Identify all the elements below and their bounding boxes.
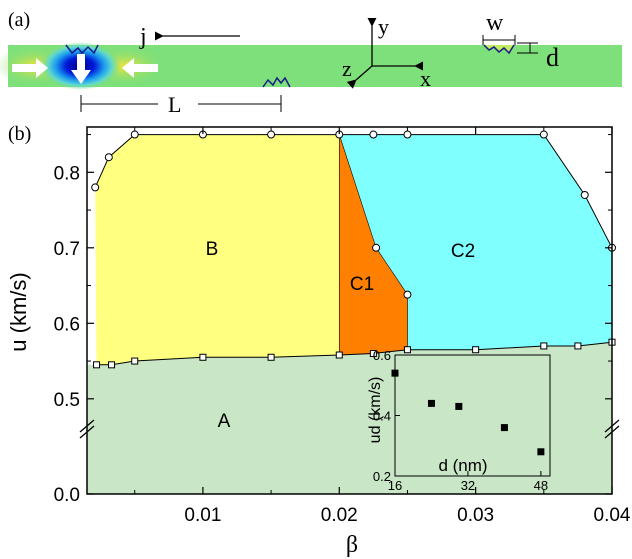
arrow-down-icon bbox=[71, 54, 91, 84]
y-tick-label: 0.0 bbox=[54, 485, 80, 506]
x-tick-label: 0.01 bbox=[184, 505, 221, 526]
inset-x-tick-label: 16 bbox=[388, 478, 402, 493]
y-tick-label: 0.8 bbox=[54, 163, 80, 184]
region-label-b: B bbox=[206, 239, 219, 260]
inset-frame bbox=[394, 354, 551, 477]
inset: 16 32 48 0.2 0.4 0.6 d (nm) ud (km/s) bbox=[367, 348, 551, 493]
square-marker bbox=[335, 351, 343, 359]
x-tick-label: 0.02 bbox=[321, 505, 358, 526]
x-tick-label: 0.03 bbox=[457, 505, 494, 526]
panel-b-label: (b) bbox=[8, 123, 31, 145]
circle-marker bbox=[130, 130, 139, 139]
x-axis-label: β bbox=[346, 532, 358, 558]
region-label-c2: C2 bbox=[451, 241, 475, 262]
y-tick-label: 0.5 bbox=[54, 390, 80, 411]
panel-b: (b) 0.01 0.02 0.03 0.04 0.0 0.5 0.6 0.7 0.8 β u … bbox=[6, 123, 631, 558]
notch-right bbox=[483, 44, 515, 55]
region-c1 bbox=[339, 134, 408, 355]
current-label: j bbox=[139, 24, 147, 50]
c1-boundary-line bbox=[339, 134, 408, 350]
axis-x-label: x bbox=[420, 66, 431, 91]
inset-data-point bbox=[537, 448, 545, 456]
square-marker bbox=[574, 342, 582, 350]
inset-data-point bbox=[391, 369, 399, 377]
circle-marker bbox=[104, 153, 113, 162]
x-tick-label: 0.04 bbox=[594, 505, 631, 526]
inset-x-tick-label: 32 bbox=[461, 478, 475, 493]
square-marker bbox=[93, 361, 101, 369]
inset-y-label: ud (km/s) bbox=[367, 377, 384, 444]
square-marker bbox=[108, 361, 116, 369]
inset-x-label: d (nm) bbox=[438, 456, 487, 475]
circle-marker bbox=[372, 243, 381, 252]
notch-left bbox=[65, 44, 99, 55]
inset-data-point bbox=[455, 402, 463, 410]
plot-frame bbox=[86, 126, 613, 495]
square-marker bbox=[199, 353, 207, 361]
square-marker bbox=[472, 346, 480, 354]
arrow-right-icon bbox=[12, 58, 48, 78]
panel-a-label: (a) bbox=[8, 9, 30, 31]
notch-middle bbox=[262, 76, 291, 88]
notch-width-label: w bbox=[486, 10, 504, 36]
circle-marker bbox=[403, 130, 412, 139]
inset-content: 16 32 48 0.2 0.4 0.6 bbox=[373, 348, 548, 493]
square-marker bbox=[540, 342, 548, 350]
axis-z-label: z bbox=[342, 56, 352, 81]
lower-boundary-line bbox=[96, 341, 613, 366]
inset-data-point bbox=[500, 424, 508, 432]
region-label-c1: C1 bbox=[350, 274, 374, 295]
circle-marker bbox=[91, 183, 100, 192]
panel-a: (a) j y x z w d bbox=[0, 9, 622, 117]
spacing-label: L bbox=[168, 92, 181, 117]
axis-break-left bbox=[79, 419, 95, 439]
square-marker bbox=[267, 353, 275, 361]
circle-marker bbox=[267, 130, 276, 139]
phase-boundaries bbox=[91, 130, 616, 369]
circle-marker bbox=[539, 130, 548, 139]
inset-y-tick-label: 0.2 bbox=[373, 469, 391, 484]
notch-depth-label: d bbox=[546, 43, 559, 72]
axis-ticks: 0.01 0.02 0.03 0.04 0.0 0.5 0.6 0.7 0.8 bbox=[54, 127, 631, 526]
axes-triad: y x z bbox=[342, 14, 431, 91]
axis-break-right bbox=[604, 419, 620, 439]
square-marker bbox=[131, 357, 139, 365]
circle-marker bbox=[369, 130, 378, 139]
inset-x-tick-label: 48 bbox=[534, 478, 548, 493]
y-tick-label: 0.7 bbox=[54, 239, 80, 260]
axis-y-label: y bbox=[378, 14, 389, 39]
square-marker bbox=[403, 346, 411, 354]
y-axis-label: u (km/s) bbox=[6, 272, 31, 351]
y-tick-label: 0.6 bbox=[54, 314, 80, 335]
inset-y-tick-label: 0.4 bbox=[373, 409, 391, 424]
region-c2 bbox=[339, 134, 612, 350]
region-b bbox=[95, 134, 340, 365]
spacing-label-bg bbox=[158, 92, 198, 114]
region-label-a: A bbox=[218, 411, 231, 432]
circle-marker bbox=[403, 290, 412, 299]
inset-data-point bbox=[427, 399, 435, 407]
circle-marker bbox=[580, 190, 589, 199]
square-marker bbox=[369, 350, 377, 357]
inset-y-tick-label: 0.6 bbox=[373, 348, 391, 363]
arrow-left-icon bbox=[122, 58, 158, 78]
